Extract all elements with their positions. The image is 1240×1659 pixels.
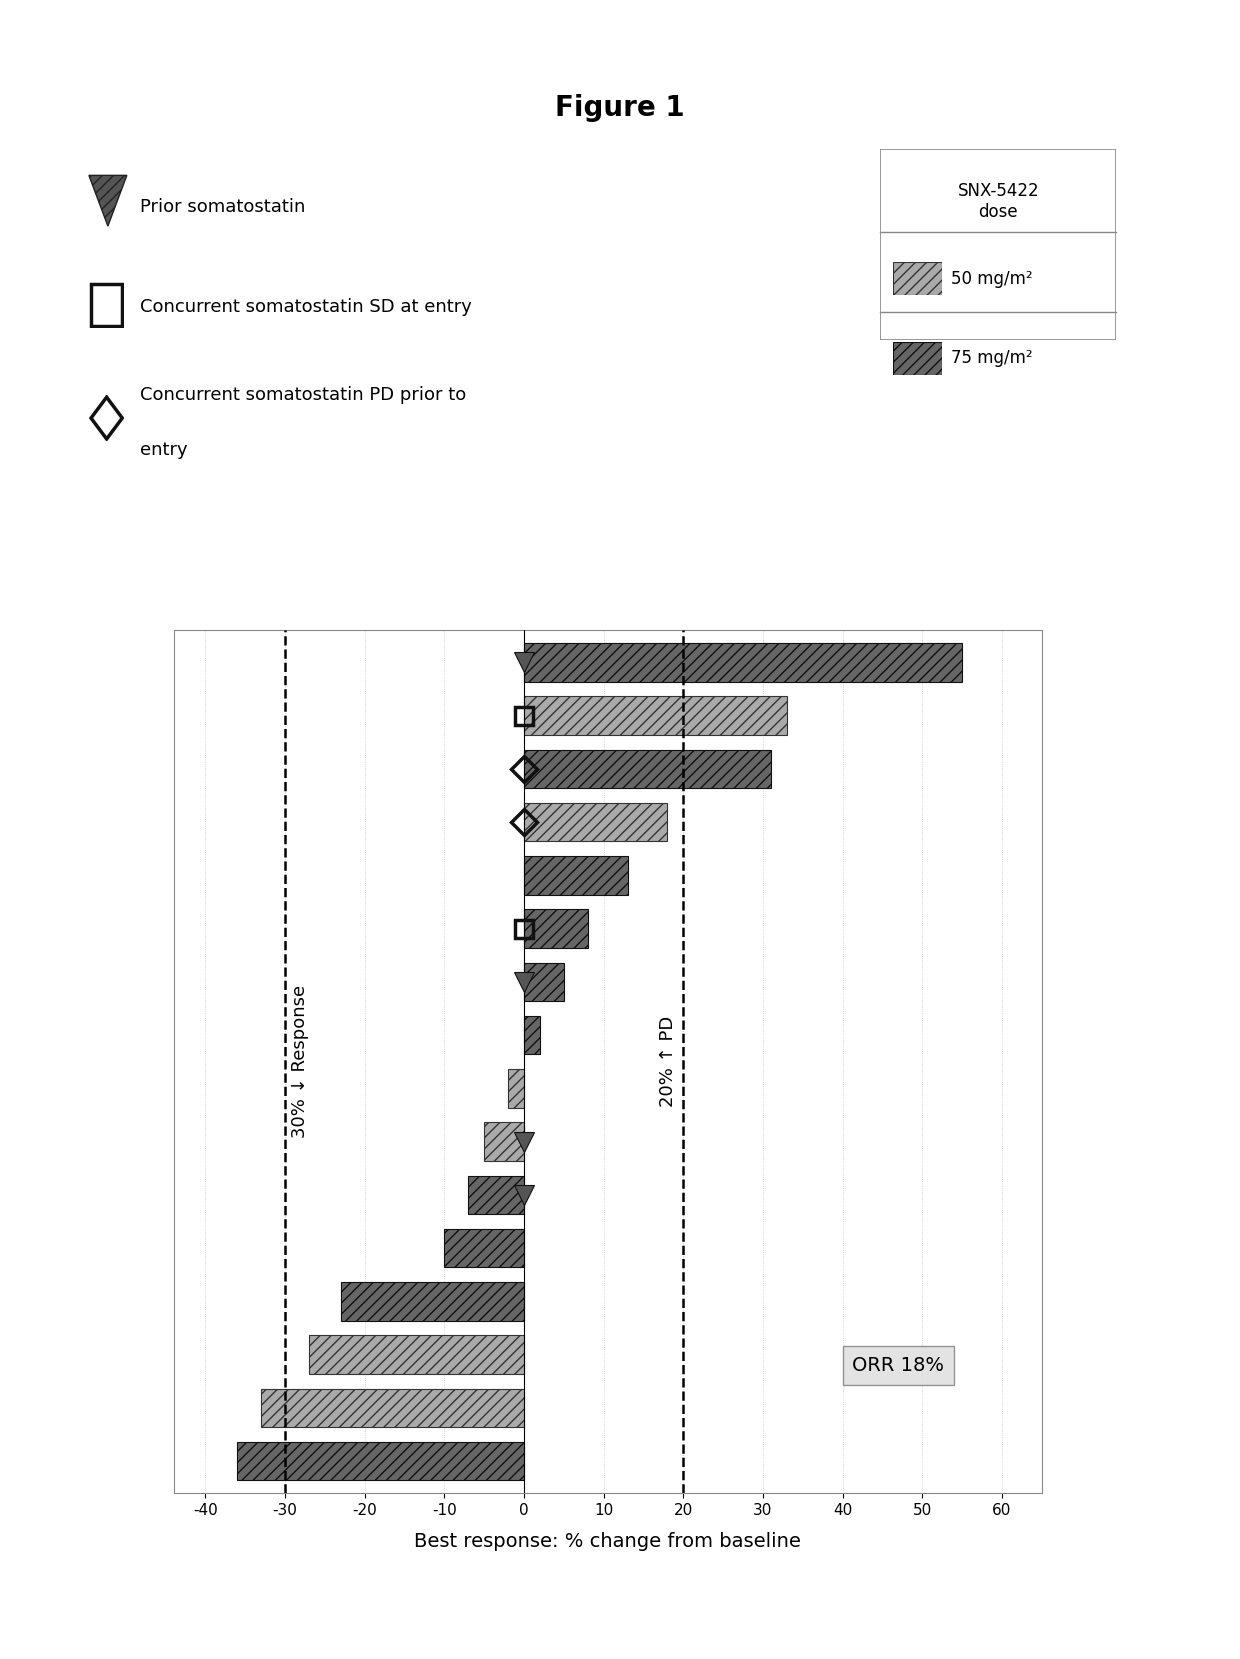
Bar <box>525 856 627 894</box>
Text: entry: entry <box>140 441 187 458</box>
Polygon shape <box>89 176 126 226</box>
Text: 20% ↑ PD: 20% ↑ PD <box>658 1015 677 1108</box>
Bar <box>525 697 786 735</box>
Bar <box>262 1389 525 1427</box>
Bar <box>525 1015 539 1055</box>
Text: 75 mg/m²: 75 mg/m² <box>951 350 1033 367</box>
Text: 30% ↓ Response: 30% ↓ Response <box>291 985 310 1138</box>
Bar <box>484 1123 525 1161</box>
Bar <box>525 909 588 947</box>
Bar <box>309 1335 525 1374</box>
Bar <box>341 1282 525 1321</box>
Text: Prior somatostatin: Prior somatostatin <box>140 199 305 216</box>
Bar <box>469 1176 525 1214</box>
Text: Figure 1: Figure 1 <box>556 95 684 121</box>
Bar <box>444 1229 525 1267</box>
X-axis label: Best response: % change from baseline: Best response: % change from baseline <box>414 1531 801 1551</box>
Text: Concurrent somatostatin SD at entry: Concurrent somatostatin SD at entry <box>140 299 472 315</box>
Text: SNX-5422
dose: SNX-5422 dose <box>957 182 1039 221</box>
Text: 50 mg/m²: 50 mg/m² <box>951 270 1033 287</box>
Text: Concurrent somatostatin PD prior to: Concurrent somatostatin PD prior to <box>140 387 466 403</box>
Bar <box>508 1068 525 1108</box>
Text: ORR 18%: ORR 18% <box>852 1355 945 1375</box>
Bar <box>525 644 962 682</box>
Bar <box>525 803 667 841</box>
Bar <box>525 750 771 788</box>
Bar <box>525 962 564 1000</box>
Bar <box>237 1442 525 1480</box>
